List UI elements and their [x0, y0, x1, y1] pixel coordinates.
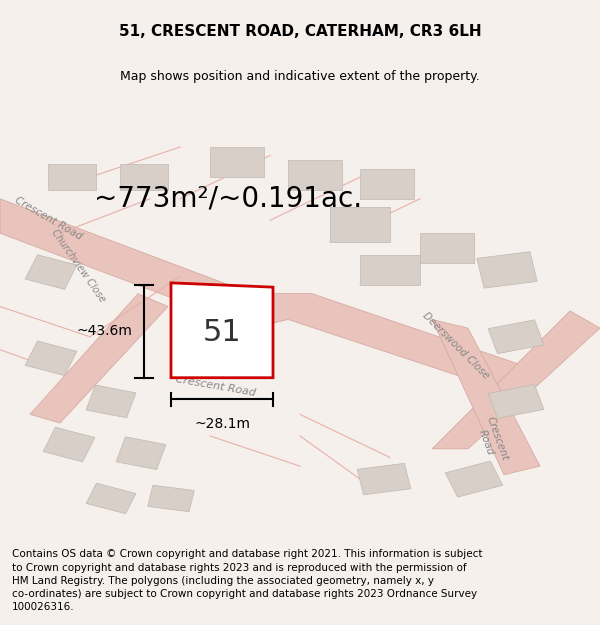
- Bar: [357, 463, 411, 495]
- Text: ~28.1m: ~28.1m: [194, 416, 250, 431]
- Text: 51: 51: [203, 318, 241, 347]
- Bar: [488, 384, 544, 418]
- Bar: [288, 160, 342, 190]
- Polygon shape: [0, 199, 252, 328]
- Bar: [360, 255, 420, 285]
- Polygon shape: [432, 311, 600, 449]
- Polygon shape: [30, 294, 168, 423]
- Text: 51, CRESCENT ROAD, CATERHAM, CR3 6LH: 51, CRESCENT ROAD, CATERHAM, CR3 6LH: [119, 24, 481, 39]
- Bar: [420, 233, 474, 264]
- Bar: [445, 461, 503, 497]
- Bar: [477, 252, 537, 288]
- Bar: [86, 385, 136, 418]
- Text: Crescent Road: Crescent Road: [13, 195, 83, 241]
- Text: Crescent Road: Crescent Road: [175, 374, 257, 398]
- Bar: [116, 437, 166, 469]
- Text: Map shows position and indicative extent of the property.: Map shows position and indicative extent…: [120, 70, 480, 83]
- Bar: [25, 255, 77, 289]
- Bar: [330, 208, 390, 242]
- Bar: [25, 341, 77, 376]
- Text: Churchview Close: Churchview Close: [49, 228, 107, 304]
- Bar: [48, 164, 96, 190]
- Polygon shape: [171, 283, 273, 378]
- Bar: [86, 483, 136, 514]
- Bar: [488, 320, 544, 354]
- Bar: [210, 147, 264, 178]
- Bar: [43, 428, 95, 462]
- Text: Crescent
Road: Crescent Road: [474, 415, 510, 466]
- Text: Contains OS data © Crown copyright and database right 2021. This information is : Contains OS data © Crown copyright and d…: [12, 549, 482, 612]
- Bar: [148, 485, 194, 512]
- Text: ~43.6m: ~43.6m: [76, 324, 132, 338]
- Bar: [120, 164, 168, 190]
- Bar: [360, 169, 414, 199]
- Text: Deerswood Close: Deerswood Close: [421, 310, 491, 381]
- Polygon shape: [432, 319, 540, 475]
- Polygon shape: [252, 294, 540, 393]
- Text: ~773m²/~0.191ac.: ~773m²/~0.191ac.: [94, 185, 362, 213]
